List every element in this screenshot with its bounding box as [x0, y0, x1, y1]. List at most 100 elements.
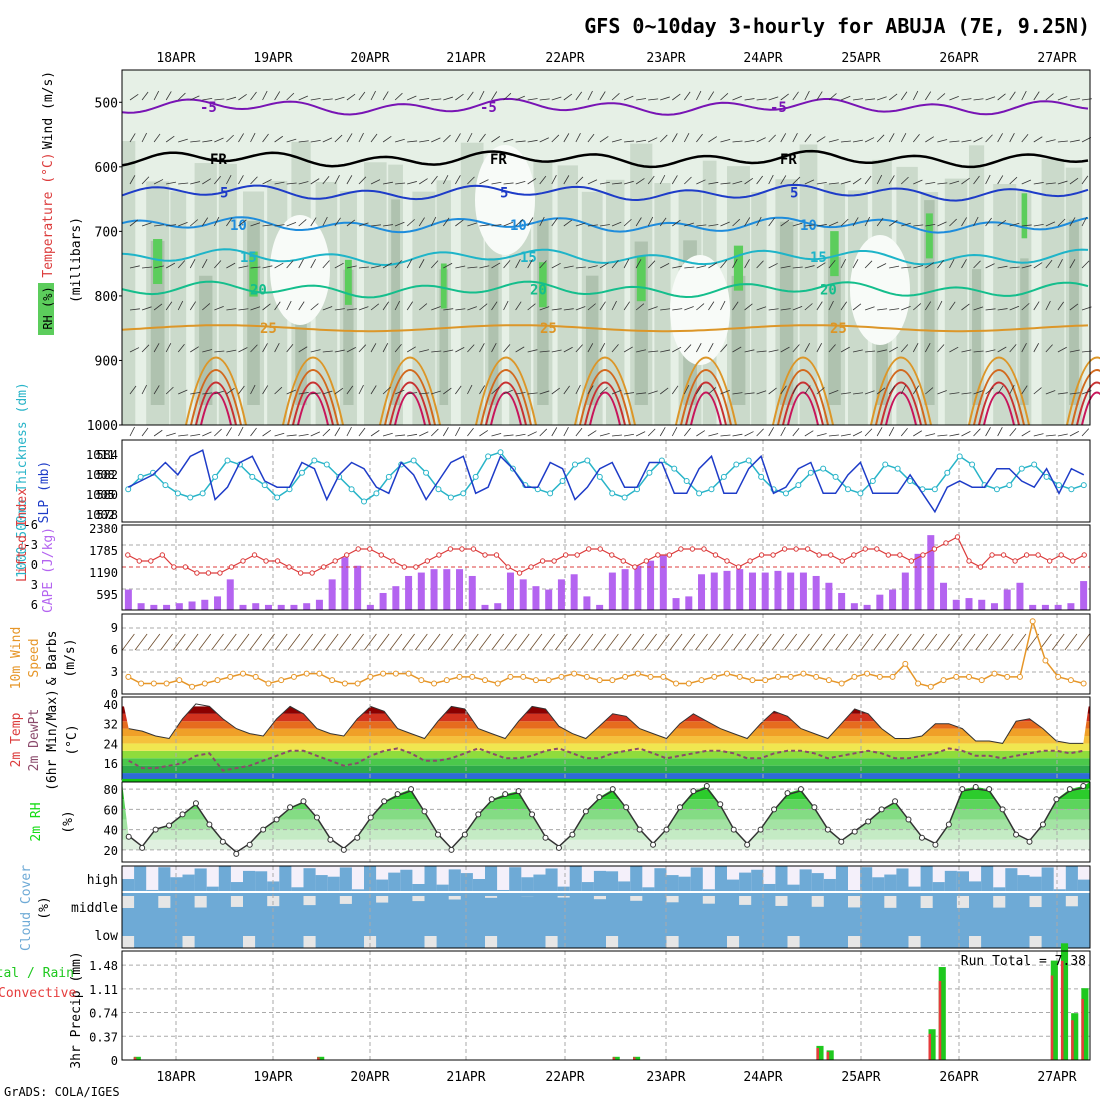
thickness-point	[497, 449, 504, 456]
wind-speed-point	[571, 670, 578, 677]
cloud-high-bar	[811, 873, 824, 891]
wind-barb	[611, 389, 622, 395]
wind-tick: 0	[111, 687, 118, 701]
wind-barb	[1081, 428, 1090, 437]
surface-wind-barb	[453, 633, 466, 651]
wind-barb	[382, 432, 393, 437]
wind-speed-point	[724, 670, 730, 677]
wind-barb	[683, 132, 690, 143]
thickness-point	[261, 482, 268, 489]
pressure-tick: 1000	[87, 419, 118, 434]
warm-dome-contour	[968, 356, 1030, 426]
date-label-top: 20APR	[350, 51, 389, 66]
wind-barb	[937, 259, 944, 269]
wind-barb	[636, 98, 647, 101]
li-point	[551, 558, 557, 564]
li-point	[678, 546, 684, 552]
cape-bar	[1067, 603, 1075, 610]
wind-barb	[587, 430, 597, 437]
wind-frame	[121, 613, 1091, 695]
cloud-high-bar	[218, 866, 231, 891]
rh-point	[582, 808, 589, 815]
cape-bar	[901, 572, 909, 610]
cloud-high-bar	[630, 866, 643, 891]
warm-dome-contour	[675, 356, 737, 426]
contour-label: 25	[830, 321, 847, 337]
cloud-high-bar	[122, 879, 135, 891]
warm-dome-contour	[782, 381, 824, 426]
cloud-mid-gap	[485, 896, 498, 898]
cloud-high-bar	[775, 866, 788, 891]
wind-speed-point	[583, 673, 590, 680]
wind-barb	[756, 306, 767, 311]
wind-barb	[527, 217, 534, 227]
date-label-bottom: 25APR	[841, 1070, 880, 1085]
contour-label: 5	[220, 186, 228, 202]
cloud-high-bar	[872, 877, 885, 891]
slp-frame	[121, 439, 1091, 523]
cloud-high-bar	[690, 867, 703, 891]
wind-barb	[659, 387, 669, 395]
wind-barb	[889, 308, 900, 311]
wind-barb	[226, 349, 237, 353]
thickness-point	[559, 478, 566, 484]
cloud-high-bar	[581, 882, 594, 891]
wind-barb	[298, 140, 309, 143]
rh-point	[555, 844, 562, 851]
wind-barb	[756, 350, 767, 353]
wind-barb	[334, 262, 344, 269]
surface-wind-barb	[771, 633, 785, 651]
wind-speed-point	[494, 680, 501, 687]
li-point	[770, 552, 776, 558]
wind-barb	[515, 219, 524, 227]
wind-barb	[937, 434, 948, 437]
wind-speed-point	[685, 680, 692, 687]
wind-barb	[286, 182, 297, 185]
wind-speed-point	[1080, 680, 1087, 687]
wind-barb	[334, 349, 345, 353]
wind-barb	[1009, 428, 1017, 437]
wind-barb	[250, 384, 256, 395]
wind-barb	[756, 428, 764, 437]
wind-barb	[1081, 216, 1087, 227]
surface-wind-barb	[975, 633, 989, 651]
warm-dome-contour	[875, 369, 927, 426]
wind-barb	[744, 303, 753, 311]
cloud-high-bar	[1005, 868, 1018, 891]
surface-wind-barb	[682, 633, 696, 651]
cloud-high-bar	[170, 877, 183, 891]
wind-barb	[961, 259, 967, 269]
wind-barb	[165, 135, 175, 143]
wind-barb	[238, 426, 244, 437]
cloud-high-bar	[654, 868, 667, 891]
thickness-point	[472, 473, 479, 480]
rh-axis-label: RH (%)	[41, 286, 55, 329]
wind-barb	[937, 182, 948, 185]
cloud-high-bar	[182, 874, 195, 891]
precip-total-bar	[1071, 1013, 1079, 1060]
li-point	[977, 564, 984, 570]
warm-dome-contour	[297, 391, 329, 426]
wind-barb	[431, 390, 441, 395]
wind-tick: 3	[111, 665, 118, 679]
surface-wind-barb	[707, 633, 721, 651]
precip-conv-bar	[612, 1057, 616, 1060]
warm-dome-contour	[485, 381, 527, 426]
wind-barb	[973, 98, 984, 101]
wind-barb	[828, 221, 839, 227]
wind-barb	[262, 90, 268, 101]
surface-wind-barb	[1026, 633, 1040, 651]
wind-speed-point	[927, 683, 934, 690]
thickness-point	[745, 457, 752, 464]
wind-speed-point	[150, 680, 157, 687]
precip-conv-bar	[928, 1033, 932, 1060]
li-point	[943, 540, 949, 546]
wind-barb	[1057, 346, 1067, 353]
li-point	[920, 552, 926, 558]
temp-tick: 24	[104, 737, 118, 751]
wind-barb	[286, 300, 292, 311]
thickness-point	[249, 473, 256, 480]
rh-point	[1066, 786, 1073, 793]
wind-barb	[395, 434, 406, 437]
wind-barb	[1021, 90, 1027, 101]
